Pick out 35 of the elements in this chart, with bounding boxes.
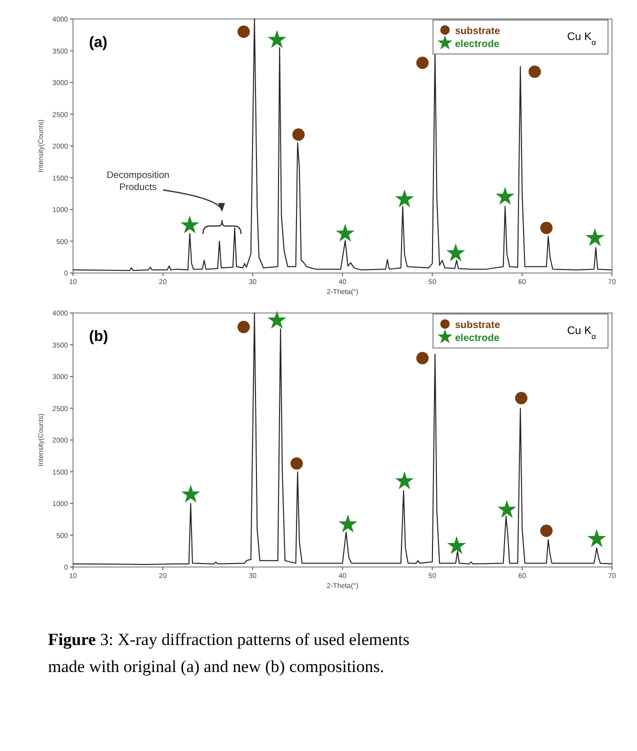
point bbox=[497, 500, 516, 518]
legend-label: electrode bbox=[455, 39, 500, 50]
annotation: Decomposition Products bbox=[106, 170, 170, 193]
point bbox=[336, 224, 355, 242]
point bbox=[395, 189, 414, 208]
point bbox=[181, 484, 200, 503]
point bbox=[586, 228, 604, 246]
caption: Figure 3: X-ray diffraction patterns of used elements made with original (a) and new (b) compositions. bbox=[48, 630, 410, 676]
point bbox=[238, 320, 250, 334]
legend-label: electrode bbox=[455, 333, 500, 344]
annotation: Cu K$_{α}$ bbox=[567, 325, 597, 340]
point bbox=[268, 30, 286, 48]
annotation: (a) bbox=[89, 34, 108, 51]
point bbox=[416, 352, 429, 364]
annotation: Cu K$_{α}$ bbox=[567, 31, 597, 46]
point bbox=[180, 215, 200, 234]
point bbox=[446, 243, 466, 262]
point bbox=[338, 514, 358, 532]
point bbox=[540, 222, 553, 234]
legend-label: substrate bbox=[455, 320, 500, 331]
point bbox=[416, 56, 429, 69]
point bbox=[268, 310, 286, 329]
point bbox=[447, 536, 466, 554]
line-series bbox=[72, 18, 612, 271]
point bbox=[238, 26, 250, 38]
annotation: (b) bbox=[89, 328, 108, 345]
point bbox=[528, 66, 541, 78]
point bbox=[540, 524, 553, 537]
point bbox=[395, 471, 414, 490]
point bbox=[496, 186, 515, 205]
point bbox=[587, 529, 606, 548]
legend-label: substrate bbox=[455, 26, 500, 37]
point bbox=[290, 457, 303, 470]
point bbox=[515, 392, 528, 404]
point bbox=[292, 128, 305, 141]
